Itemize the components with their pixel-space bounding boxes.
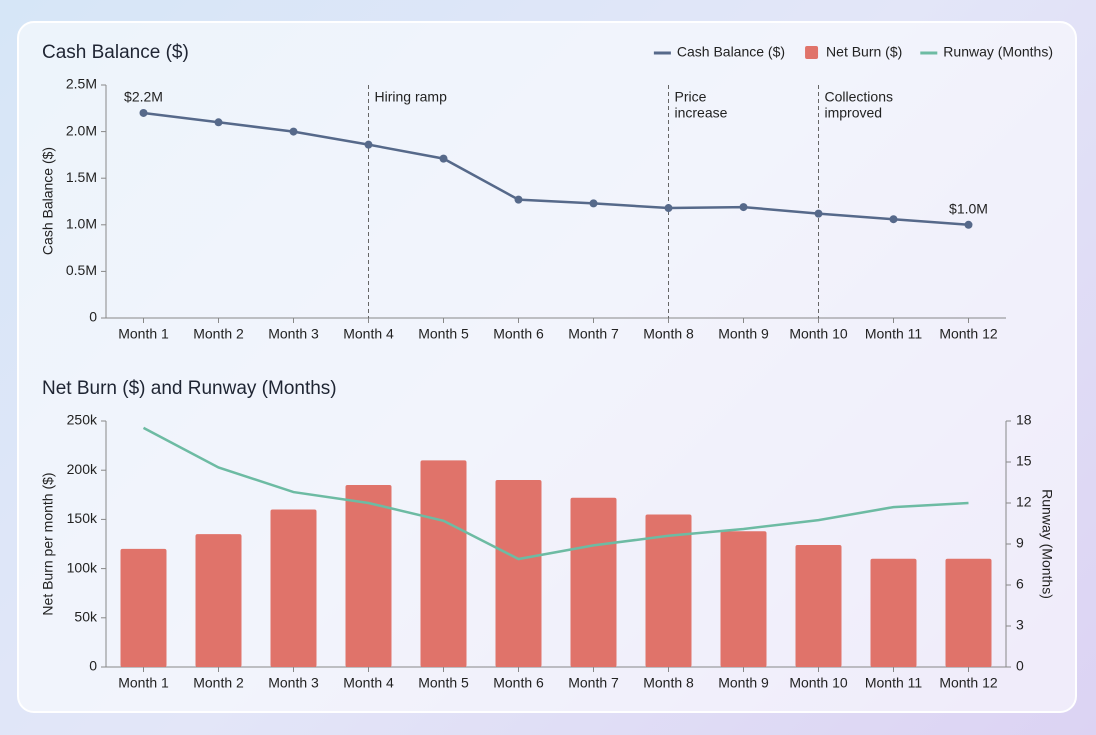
- bar: [270, 509, 317, 667]
- y-tick-label: 2.0M: [66, 122, 97, 138]
- y2-tick-label: 0: [1016, 658, 1024, 674]
- point: [589, 199, 598, 208]
- annotation-label: Collections: [825, 89, 893, 105]
- y-tick-label: 0: [89, 658, 97, 674]
- y-axis-title: Net Burn per month ($): [40, 472, 56, 615]
- bar: [570, 497, 617, 667]
- data-label: $1.0M: [949, 201, 988, 217]
- point: [814, 209, 823, 218]
- point: [739, 203, 748, 212]
- y2-tick-label: 15: [1016, 453, 1032, 469]
- x-tick-label: Month 2: [193, 675, 244, 691]
- bar: [945, 558, 992, 667]
- bar: [345, 484, 392, 667]
- y2-tick-label: 9: [1016, 535, 1024, 551]
- y-tick-label: 150k: [67, 510, 98, 526]
- bar: [195, 534, 242, 667]
- y-tick-label: 200k: [67, 461, 98, 477]
- y2-tick-label: 3: [1016, 617, 1024, 633]
- x-tick-label: Month 9: [718, 326, 769, 342]
- x-tick-label: Month 12: [939, 675, 998, 691]
- x-tick-label: Month 10: [789, 326, 848, 342]
- y-tick-label: 2.5M: [66, 76, 97, 92]
- line: [142, 426, 969, 561]
- x-tick-label: Month 4: [343, 675, 394, 691]
- y-tick-label: 0: [89, 309, 97, 325]
- x-tick-label: Month 5: [418, 675, 469, 691]
- x-tick-label: Month 1: [118, 675, 169, 691]
- x-tick-label: Month 11: [865, 326, 923, 342]
- x-tick-label: Month 10: [789, 675, 848, 691]
- x-tick-label: Month 12: [939, 326, 998, 342]
- x-tick-label: Month 3: [268, 675, 319, 691]
- x-tick-label: Month 2: [193, 326, 244, 342]
- y-tick-label: 50k: [74, 609, 98, 625]
- bar: [795, 544, 842, 667]
- bar: [870, 558, 917, 667]
- y2-tick-label: 6: [1016, 576, 1024, 592]
- legend-label: Cash Balance ($): [677, 44, 785, 60]
- y-tick-label: 1.0M: [66, 216, 97, 232]
- annotation-label: Price: [675, 89, 707, 105]
- data-label: $2.2M: [124, 89, 163, 105]
- legend-label: Net Burn ($): [826, 44, 902, 60]
- x-tick-label: Month 5: [418, 326, 469, 342]
- annotation-label: increase: [675, 105, 728, 121]
- y-tick-label: 100k: [67, 559, 98, 575]
- y2-tick-label: 18: [1016, 412, 1032, 428]
- x-tick-label: Month 7: [568, 326, 619, 342]
- point: [139, 108, 148, 117]
- point: [364, 140, 373, 149]
- x-tick-label: Month 9: [718, 675, 769, 691]
- point: [964, 220, 973, 229]
- point: [439, 154, 448, 163]
- annotation-label: improved: [825, 105, 883, 121]
- y-tick-label: 0.5M: [66, 262, 97, 278]
- y-axis-title: Cash Balance ($): [40, 147, 56, 255]
- y-tick-label: 1.5M: [66, 169, 97, 185]
- x-tick-label: Month 7: [568, 675, 619, 691]
- x-tick-label: Month 4: [343, 326, 394, 342]
- x-tick-label: Month 1: [118, 326, 169, 342]
- card: [17, 21, 1077, 713]
- bar: [495, 480, 542, 667]
- chart-title: Cash Balance ($): [42, 42, 189, 63]
- bar: [120, 548, 167, 667]
- point: [889, 215, 898, 224]
- x-tick-label: Month 8: [643, 675, 694, 691]
- bar: [645, 514, 692, 667]
- annotation-label: Hiring ramp: [375, 89, 448, 105]
- point: [214, 118, 223, 127]
- x-tick-label: Month 11: [865, 675, 923, 691]
- x-tick-label: Month 6: [493, 326, 544, 342]
- bar: [720, 531, 767, 667]
- y2-tick-label: 12: [1016, 494, 1032, 510]
- legend: Cash Balance ($) Net Burn ($) Runway (Mont…: [653, 44, 1053, 60]
- x-tick-label: Month 3: [268, 326, 319, 342]
- point: [289, 127, 298, 136]
- x-tick-label: Month 6: [493, 675, 544, 691]
- point: [664, 204, 673, 213]
- line: [143, 111, 969, 227]
- y-tick-label: 250k: [67, 412, 98, 428]
- legend-swatch: [805, 46, 819, 59]
- legend-label: Runway (Months): [943, 44, 1053, 60]
- y2-axis-title: Runway (Months): [1039, 489, 1055, 599]
- chart-title: Net Burn ($) and Runway (Months): [42, 378, 337, 399]
- bar: [420, 460, 467, 667]
- x-tick-label: Month 8: [643, 326, 694, 342]
- point: [514, 195, 523, 204]
